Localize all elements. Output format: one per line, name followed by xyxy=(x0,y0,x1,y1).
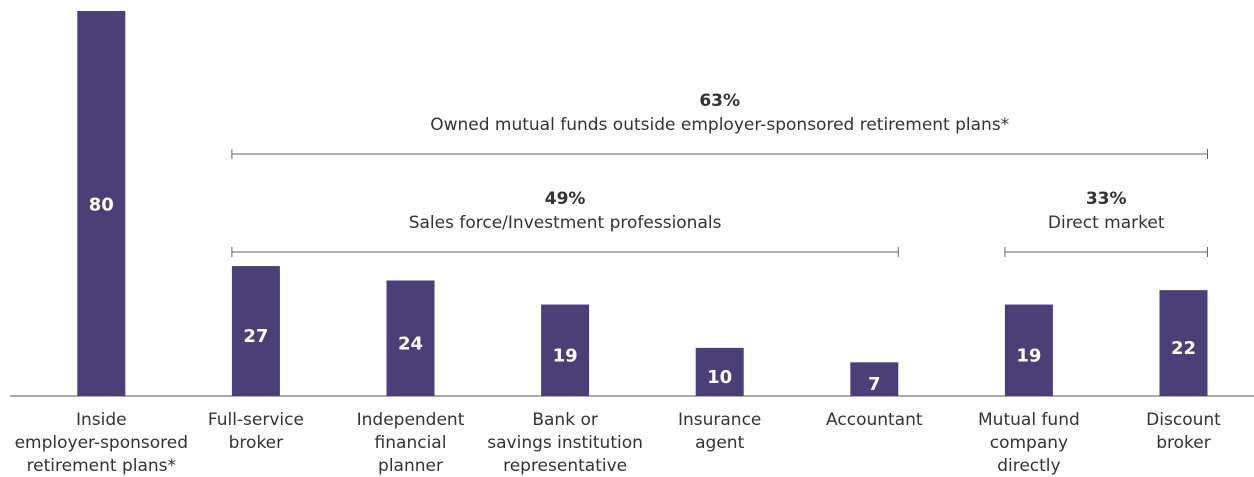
value-label: 22 xyxy=(1171,338,1196,359)
annotation-label: Sales force/Investment professionals xyxy=(409,213,722,233)
label-line: Discount xyxy=(1146,410,1221,430)
bar xyxy=(695,347,744,396)
x-tick-label: Bank or savings institution representative xyxy=(487,410,643,476)
x-tick-label: Discount broker xyxy=(1146,410,1221,453)
value-label: 10 xyxy=(707,367,732,388)
bar xyxy=(386,280,435,396)
label-line: agent xyxy=(695,433,744,453)
bar xyxy=(77,11,126,396)
bar xyxy=(231,266,280,396)
label-line: Accountant xyxy=(826,410,923,430)
x-tick-label: Mutual fund company directly xyxy=(978,410,1080,476)
x-tick-label: Independent financial planner xyxy=(357,410,465,476)
label-line: employer-sponsored xyxy=(15,433,188,453)
label-line: broker xyxy=(1156,433,1211,453)
label-line: planner xyxy=(378,456,443,476)
x-tick-label: Full-service broker xyxy=(208,410,304,453)
bar xyxy=(1004,304,1053,396)
label-line: savings institution xyxy=(487,433,643,453)
label-line: Bank or xyxy=(532,410,598,430)
label-line: retirement plans* xyxy=(27,456,176,476)
label-line: Inside xyxy=(76,410,127,430)
x-tick-label: Inside employer-sponsored retirement plans… xyxy=(15,410,188,476)
label-line: broker xyxy=(229,433,284,453)
value-label: 27 xyxy=(243,326,268,347)
bar xyxy=(541,304,590,396)
label-line: financial xyxy=(375,433,447,453)
label-line: Independent xyxy=(357,410,465,430)
annotation-label: Owned mutual funds outside employer-spon… xyxy=(430,115,1009,135)
value-label: 80 xyxy=(89,195,114,216)
value-label: 24 xyxy=(398,333,423,354)
value-label: 19 xyxy=(553,345,578,366)
label-line: Insurance xyxy=(678,410,761,430)
value-label: 7 xyxy=(868,374,881,395)
bar xyxy=(1159,290,1208,396)
label-line: company xyxy=(990,433,1068,453)
annotation-value: 63% xyxy=(699,91,740,111)
annotation-value: 33% xyxy=(1086,189,1127,209)
bar xyxy=(850,362,899,396)
value-label: 19 xyxy=(1016,345,1041,366)
x-tick-label: Insurance agent xyxy=(678,410,761,453)
x-tick-label: Accountant xyxy=(826,410,923,430)
label-line: Mutual fund xyxy=(978,410,1080,430)
annotation-value: 49% xyxy=(545,189,586,209)
label-line: representative xyxy=(503,456,627,476)
label-line: Full-service xyxy=(208,410,304,430)
label-line: directly xyxy=(997,456,1060,476)
annotation-label: Direct market xyxy=(1048,213,1165,233)
